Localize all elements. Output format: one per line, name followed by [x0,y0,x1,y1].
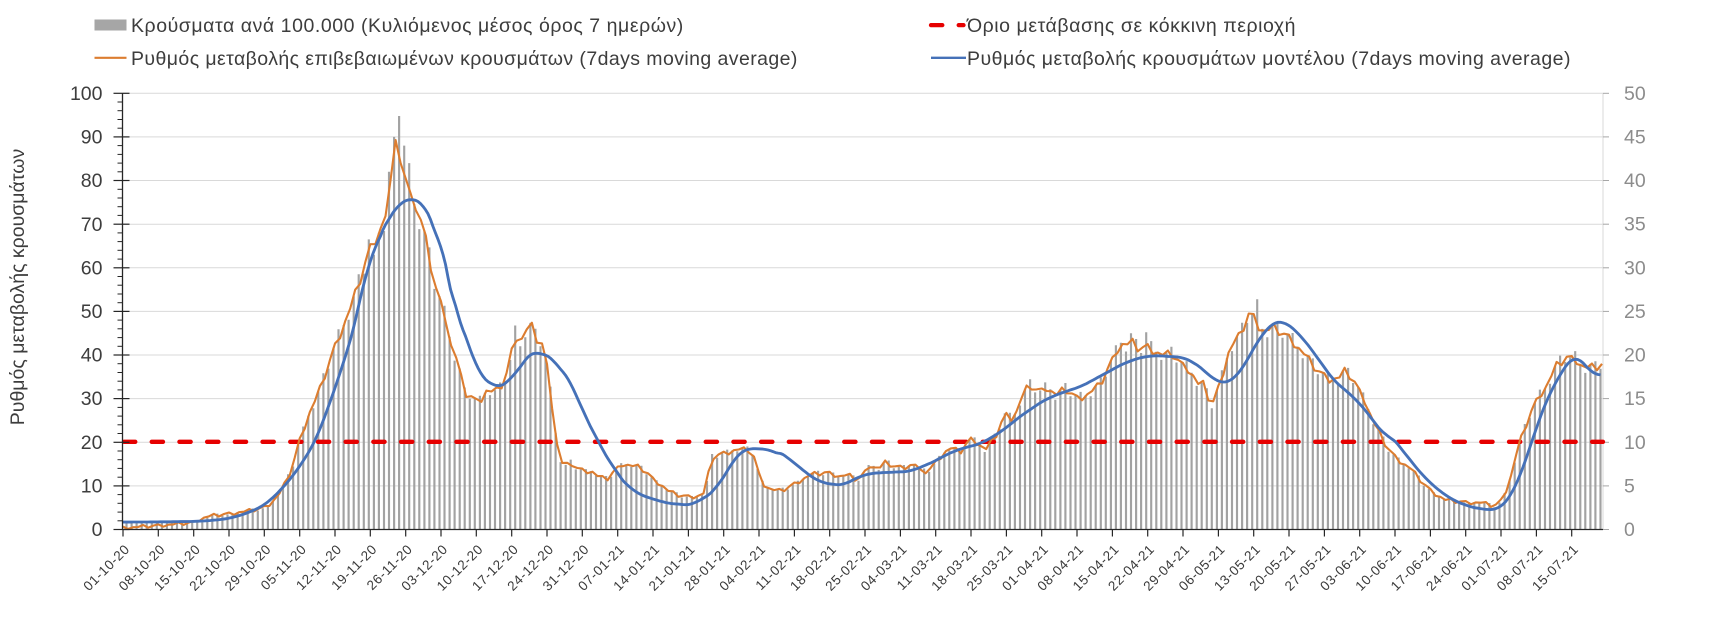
svg-text:60: 60 [81,257,103,279]
svg-text:45: 45 [1624,126,1646,148]
svg-text:20: 20 [1624,345,1646,367]
svg-text:35: 35 [1624,214,1646,236]
svg-text:40: 40 [1624,170,1646,192]
svg-text:90: 90 [81,127,103,149]
svg-text:15: 15 [1624,388,1646,410]
svg-text:20: 20 [81,432,103,454]
svg-text:Ρυθμός μεταβολής επιβεβαιωμένω: Ρυθμός μεταβολής επιβεβαιωμένων κρουσμάτ… [131,48,798,70]
svg-text:70: 70 [81,214,103,236]
svg-text:30: 30 [81,388,103,410]
svg-text:Όριο μετάβασης σε κόκκινη περι: Όριο μετάβασης σε κόκκινη περιοχή [966,15,1296,37]
svg-text:10: 10 [81,476,103,498]
svg-text:40: 40 [81,345,103,367]
svg-text:50: 50 [1624,83,1646,105]
svg-text:0: 0 [1624,519,1635,541]
svg-text:Ρυθμός μεταβολής κρουσμάτων μο: Ρυθμός μεταβολής κρουσμάτων μοντέλου (7d… [967,48,1571,70]
svg-text:25: 25 [1624,301,1646,323]
svg-text:0: 0 [92,519,103,541]
svg-text:50: 50 [81,301,103,323]
svg-text:100: 100 [70,83,103,105]
svg-text:80: 80 [81,170,103,192]
svg-text:30: 30 [1624,257,1646,279]
svg-text:Κρούσματα ανά 100.000 (Κυλιόμε: Κρούσματα ανά 100.000 (Κυλιόμενος μέσος … [131,15,684,37]
svg-text:Ρυθμός μεταβολής κρουσμάτων: Ρυθμός μεταβολής κρουσμάτων [7,149,29,425]
svg-text:10: 10 [1624,432,1646,454]
svg-text:5: 5 [1624,475,1635,497]
